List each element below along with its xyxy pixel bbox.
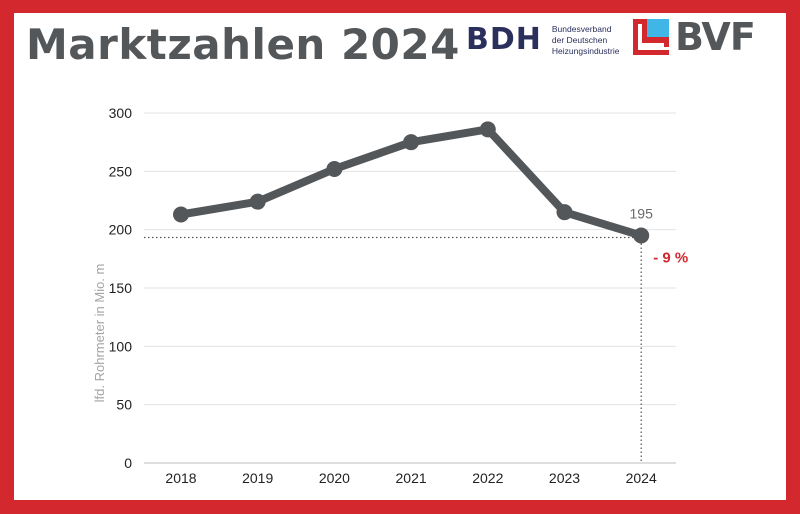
bdh-logo-text: Bundesverband der Deutschen Heizungsindu… — [552, 24, 620, 57]
y-tick-label: 150 — [109, 280, 133, 296]
x-tick-label: 2022 — [472, 470, 503, 486]
data-point — [479, 121, 496, 138]
data-label-2024: 195 — [630, 206, 654, 222]
page-title: Marktzahlen 2024 — [26, 20, 460, 69]
data-point — [173, 206, 189, 223]
x-tick-label: 2021 — [396, 470, 427, 486]
y-tick-label: 200 — [109, 222, 133, 238]
x-tick-label: 2023 — [549, 470, 580, 486]
y-axis-label: lfd. Rohrmeter in Mio. m — [92, 264, 107, 403]
bvf-logo: BVF — [633, 15, 756, 59]
x-tick-label: 2018 — [165, 470, 196, 486]
y-tick-label: 0 — [124, 455, 132, 471]
x-tick-label: 2024 — [626, 470, 657, 486]
change-annotation: - 9 % — [653, 250, 688, 267]
y-tick-label: 100 — [109, 338, 133, 354]
bvf-logo-mark: BVF — [675, 15, 756, 59]
bdh-logo-line-3: Heizungsindustrie — [551, 45, 620, 56]
y-tick-label: 300 — [109, 105, 133, 121]
data-point — [249, 193, 266, 210]
x-tick-label: 2019 — [242, 470, 273, 486]
y-tick-label: 50 — [116, 397, 132, 413]
data-point — [633, 227, 650, 244]
bdh-logo-mark: BDH — [466, 22, 542, 57]
bdh-logo-line-1: Bundesverband — [551, 23, 612, 34]
data-point — [403, 134, 420, 151]
x-tick-label: 2020 — [319, 470, 350, 486]
y-tick-label: 250 — [109, 163, 133, 179]
chart-card — [14, 13, 786, 500]
bdh-logo: BDH Bundesverband der Deutschen Heizungs… — [466, 22, 619, 58]
data-point — [556, 204, 573, 221]
bvf-logo-icon — [633, 19, 669, 55]
data-point — [326, 161, 343, 177]
bdh-logo-line-2: der Deutschen — [551, 34, 608, 45]
